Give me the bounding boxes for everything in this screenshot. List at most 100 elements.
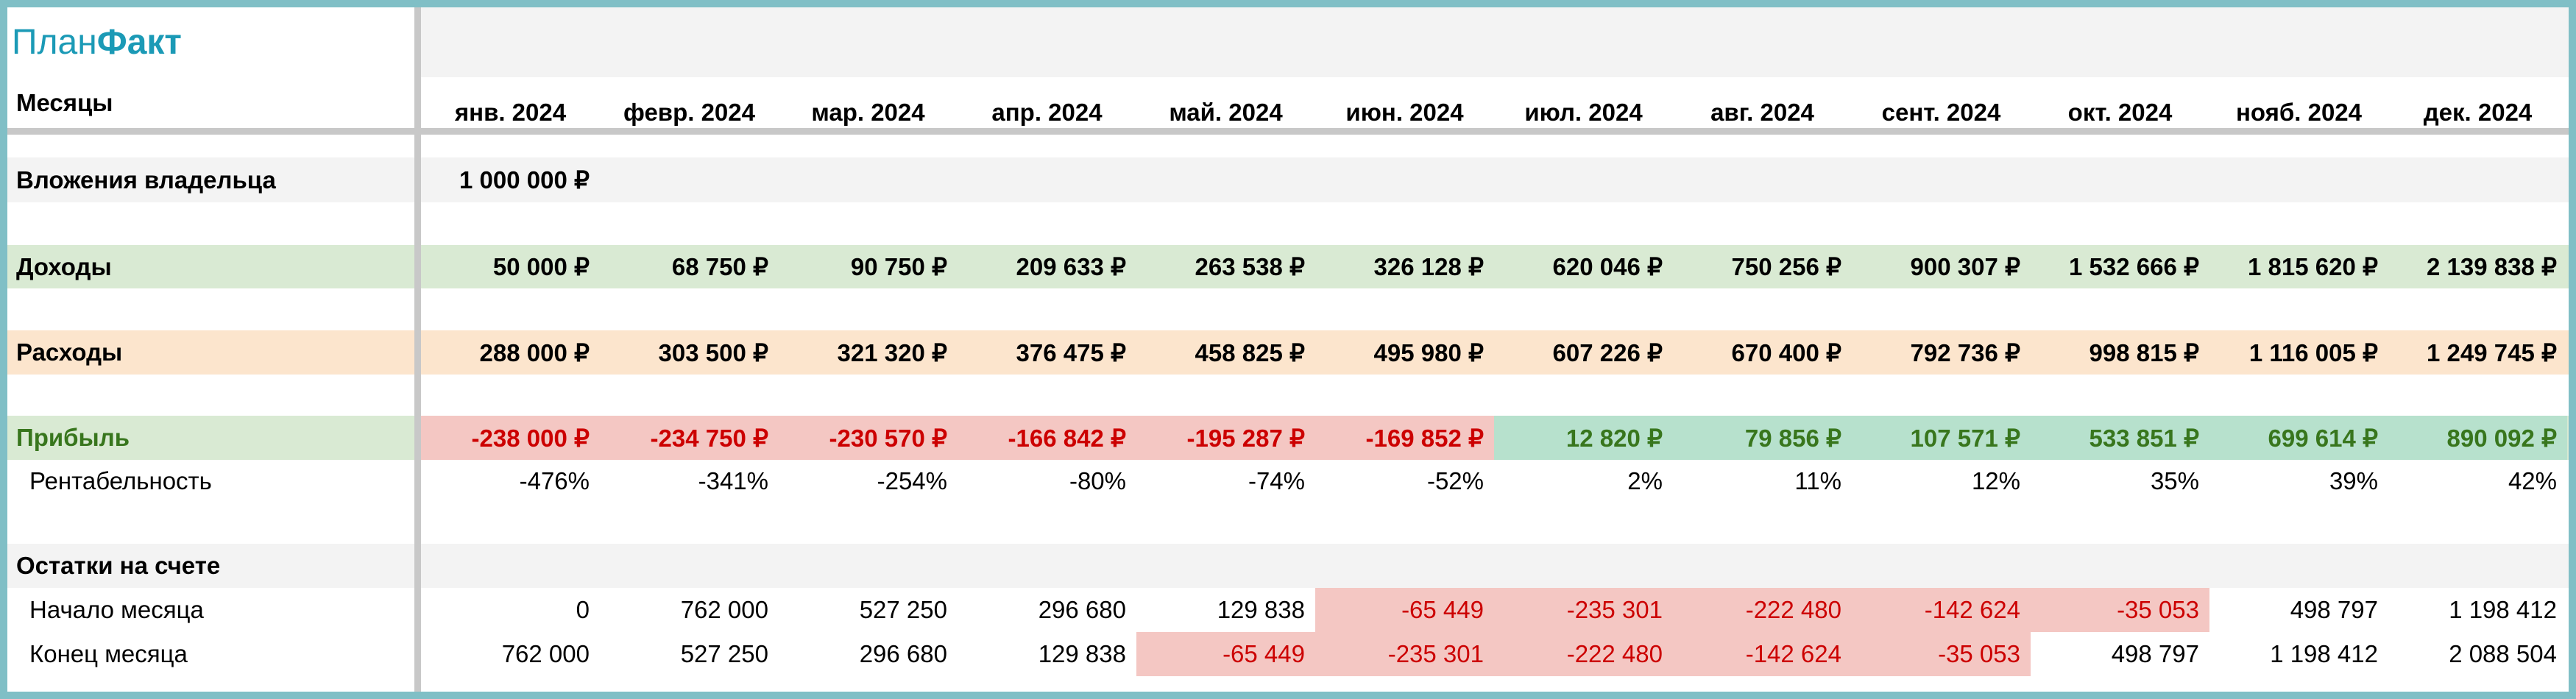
cell: 762 000 (680, 596, 768, 623)
month-header: сент. 2024 (1881, 98, 2001, 126)
month-header: авг. 2024 (1710, 98, 1814, 126)
cell: -80% (1069, 467, 1126, 494)
month-header: июл. 2024 (1524, 98, 1643, 126)
cell: 39% (2329, 467, 2378, 494)
cell: -65 449 (1315, 588, 1494, 632)
cell: 303 500 ₽ (658, 338, 768, 366)
row-label: Остатки на счете (16, 552, 221, 579)
cell: 263 538 ₽ (1195, 253, 1305, 280)
cell: -235 301 (1494, 588, 1673, 632)
cell: 607 226 ₽ (1552, 338, 1663, 366)
cell: 1 000 000 ₽ (459, 166, 590, 194)
logo-part: Факт (96, 23, 182, 62)
month-header: апр. 2024 (991, 98, 1103, 126)
cell: 107 571 ₽ (1852, 416, 2031, 460)
cell: 1 532 666 ₽ (2069, 253, 2199, 280)
cell: 296 680 (859, 640, 947, 667)
cell: -74% (1248, 467, 1305, 494)
cell: -195 287 ₽ (1136, 416, 1315, 460)
column-separator (414, 7, 421, 692)
cell: 1 198 412 (2270, 640, 2378, 667)
month-header: июн. 2024 (1345, 98, 1464, 126)
logo: План Факт (12, 7, 182, 77)
cell: 527 250 (859, 596, 947, 623)
row-label: Начало месяца (29, 596, 204, 623)
cell: -169 852 ₽ (1315, 416, 1494, 460)
cell: -142 624 (1852, 588, 2031, 632)
cell: 296 680 (1038, 596, 1126, 623)
row-label: Месяцы (16, 89, 113, 116)
cell: 527 250 (680, 640, 768, 667)
cell: -222 480 (1494, 632, 1673, 676)
cell: 890 092 ₽ (2388, 416, 2567, 460)
cell: 533 851 ₽ (2031, 416, 2209, 460)
month-header: нояб. 2024 (2235, 98, 2363, 126)
cell: 750 256 ₽ (1731, 253, 1841, 280)
row-band (7, 544, 2569, 588)
row-label: Рентабельность (29, 467, 212, 494)
cell: -254% (877, 467, 947, 494)
cell: 998 815 ₽ (2089, 338, 2199, 366)
cell: -235 301 (1315, 632, 1494, 676)
cell: -341% (698, 467, 768, 494)
cell: -222 480 (1673, 588, 1852, 632)
cell: 2 088 504 (2449, 640, 2557, 667)
row-label: Доходы (16, 252, 112, 280)
row-label: Расходы (16, 338, 123, 366)
cell: 498 797 (2111, 640, 2199, 667)
row-band (7, 157, 2569, 202)
month-header: февр. 2024 (623, 98, 755, 126)
cell: -238 000 ₽ (421, 416, 600, 460)
row-label: Вложения владельца (16, 166, 276, 194)
cell: 762 000 (501, 640, 590, 667)
cell: 35% (2150, 467, 2199, 494)
cell: 699 614 ₽ (2209, 416, 2388, 460)
cell: 498 797 (2290, 596, 2378, 623)
cell: -52% (1426, 467, 1484, 494)
cell: 50 000 ₽ (492, 253, 590, 280)
cell: 90 750 ₽ (850, 253, 947, 280)
cell: 376 475 ₽ (1016, 338, 1126, 366)
cell: 670 400 ₽ (1731, 338, 1841, 366)
cell: 1 815 620 ₽ (2248, 253, 2378, 280)
cell: -65 449 (1136, 632, 1315, 676)
cell: -234 750 ₽ (600, 416, 779, 460)
cell: 1 249 745 ₽ (2427, 338, 2557, 366)
logo-part: План (12, 23, 97, 62)
cell: 129 838 (1038, 640, 1126, 667)
cell: 792 736 ₽ (1910, 338, 2020, 366)
month-header: дек. 2024 (2423, 98, 2533, 126)
month-header: май. 2024 (1169, 98, 1283, 126)
cell: 2% (1627, 467, 1663, 494)
cell: 288 000 ₽ (479, 338, 590, 366)
cell: 326 128 ₽ (1373, 253, 1484, 280)
cell: 79 856 ₽ (1673, 416, 1852, 460)
row-label: Прибыль (16, 424, 130, 451)
cell: 321 320 ₽ (837, 338, 947, 366)
cell: 1 198 412 (2449, 596, 2557, 623)
header-band (421, 7, 2569, 77)
row-band (7, 330, 2569, 375)
row-band (7, 245, 2569, 288)
cell: 900 307 ₽ (1910, 253, 2020, 280)
cell: 620 046 ₽ (1552, 253, 1663, 280)
cell: -166 842 ₽ (958, 416, 1136, 460)
cell: 12 820 ₽ (1494, 416, 1673, 460)
month-header: мар. 2024 (811, 98, 925, 126)
cell: -476% (519, 467, 590, 494)
cell: -35 053 (1852, 632, 2031, 676)
cell: 11% (1794, 467, 1841, 494)
month-header: окт. 2024 (2067, 98, 2173, 126)
month-header: янв. 2024 (454, 98, 567, 126)
header-rule (7, 128, 2569, 135)
cell: 68 750 ₽ (671, 253, 768, 280)
cell: -35 053 (2031, 588, 2209, 632)
cell: 0 (576, 596, 590, 623)
cell: 42% (2508, 467, 2557, 494)
cell: 12% (1971, 467, 2020, 494)
cell: -230 570 ₽ (779, 416, 958, 460)
row-label: Конец месяца (29, 640, 188, 667)
cell: 458 825 ₽ (1195, 338, 1305, 366)
cell: -142 624 (1673, 632, 1852, 676)
